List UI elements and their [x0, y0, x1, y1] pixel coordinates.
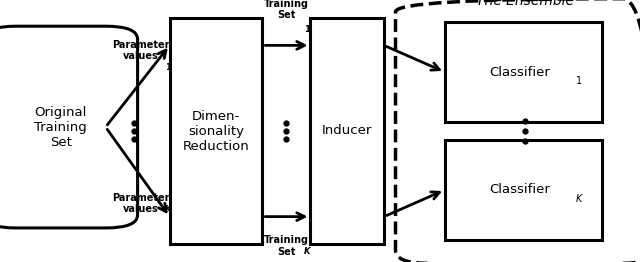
Text: K: K	[576, 194, 582, 204]
FancyBboxPatch shape	[310, 18, 384, 244]
FancyBboxPatch shape	[0, 26, 138, 228]
FancyBboxPatch shape	[170, 18, 262, 244]
Text: Training
Set: Training Set	[264, 0, 309, 20]
Text: The Ensemble: The Ensemble	[476, 0, 574, 8]
Text: Classifier: Classifier	[490, 183, 550, 196]
Text: K: K	[165, 205, 172, 214]
FancyBboxPatch shape	[445, 22, 602, 122]
Text: Dimen-
sionality
Reduction: Dimen- sionality Reduction	[182, 110, 250, 152]
Text: 1: 1	[305, 25, 310, 34]
Text: Classifier: Classifier	[490, 66, 550, 79]
FancyBboxPatch shape	[445, 140, 602, 240]
Text: Training
Set: Training Set	[264, 235, 309, 256]
Text: Original
Training
Set: Original Training Set	[35, 106, 87, 149]
Text: Inducer: Inducer	[322, 124, 372, 138]
Text: K: K	[305, 247, 311, 256]
Text: 1: 1	[576, 76, 582, 86]
Text: Parameter
values: Parameter values	[112, 193, 170, 214]
Text: Parameter
values: Parameter values	[112, 40, 170, 61]
Text: 1: 1	[165, 63, 171, 72]
